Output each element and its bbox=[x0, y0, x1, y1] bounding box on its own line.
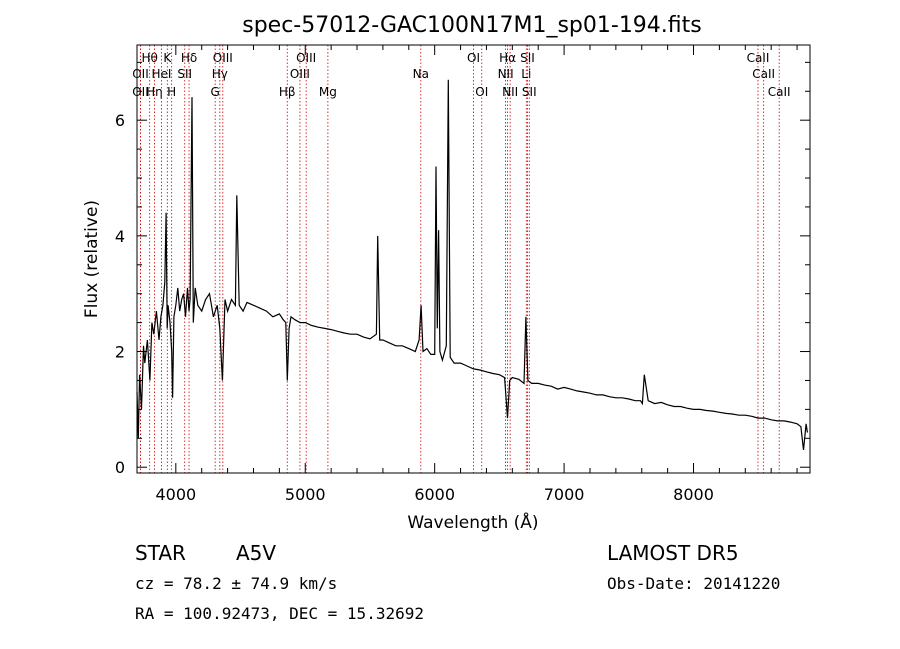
spectral-line-label: Hη bbox=[146, 85, 163, 99]
spectral-line-label: Mg bbox=[319, 85, 337, 99]
y-tick-label: 6 bbox=[115, 111, 125, 130]
survey-name: LAMOST DR5 bbox=[607, 541, 739, 565]
y-tick-label: 4 bbox=[115, 227, 125, 246]
plot-frame bbox=[136, 44, 811, 474]
x-tick-label: 4000 bbox=[155, 485, 196, 504]
spectral-line-label: K bbox=[163, 51, 172, 65]
spectral-line-label: Hθ bbox=[141, 51, 157, 65]
spectral-line-label: H bbox=[167, 85, 176, 99]
spectral-line-label: SII bbox=[522, 85, 537, 99]
spectral-line-label: CaII bbox=[768, 85, 791, 99]
spectral-line-label: OIII bbox=[213, 51, 233, 65]
x-axis: 4000 5000 6000 7000 8000 bbox=[155, 45, 798, 504]
x-axis-label: Wavelength (Å) bbox=[407, 511, 538, 533]
y-tick-label: 0 bbox=[115, 458, 125, 477]
spectrum-series-line bbox=[136, 79, 808, 450]
spectral-line-label: Hδ bbox=[181, 51, 197, 65]
spectral-line-label: OI bbox=[467, 51, 480, 65]
spectral-line-label: OIII bbox=[296, 51, 316, 65]
y-axis: 0 2 4 6 bbox=[115, 61, 810, 477]
spectral-line-label: SII bbox=[520, 51, 535, 65]
y-axis-label: Flux (relative) bbox=[82, 200, 102, 318]
spectral-line-label: OII bbox=[132, 85, 149, 99]
x-tick-label: 5000 bbox=[285, 485, 326, 504]
x-tick-label: 6000 bbox=[414, 485, 455, 504]
spectral-line-label: NII bbox=[502, 85, 518, 99]
spectral-line-label: Hβ bbox=[279, 85, 296, 99]
spectral-line-label: OIII bbox=[290, 67, 310, 81]
object-subclass: A5V bbox=[236, 541, 276, 565]
y-tick-label: 2 bbox=[115, 343, 125, 362]
x-tick-label: 8000 bbox=[673, 485, 714, 504]
spectral-line-label: NII bbox=[498, 67, 514, 81]
spectral-line-label: SII bbox=[177, 67, 192, 81]
spectral-line-label: HeI bbox=[151, 67, 171, 81]
spectral-line-label: Na bbox=[413, 67, 429, 81]
spectral-line-label: G bbox=[211, 85, 220, 99]
spectral-line-label: Hα bbox=[499, 51, 516, 65]
spectral-line-label: CaII bbox=[752, 67, 775, 81]
object-class: STAR bbox=[135, 541, 186, 565]
spectral-line-label: Hγ bbox=[212, 67, 228, 81]
coordinates: RA = 100.92473, DEC = 15.32692 bbox=[135, 604, 424, 623]
redshift-velocity: cz = 78.2 ± 74.9 km/s bbox=[135, 574, 337, 593]
x-tick-label: 7000 bbox=[544, 485, 585, 504]
spectral-line-label: OI bbox=[475, 85, 488, 99]
observation-date: Obs-Date: 20141220 bbox=[607, 574, 780, 593]
spectral-line-label: Li bbox=[521, 67, 531, 81]
chart-title: spec-57012-GAC100N17M1_sp01-194.fits bbox=[242, 13, 702, 38]
spectral-line-label: CaII bbox=[747, 51, 770, 65]
